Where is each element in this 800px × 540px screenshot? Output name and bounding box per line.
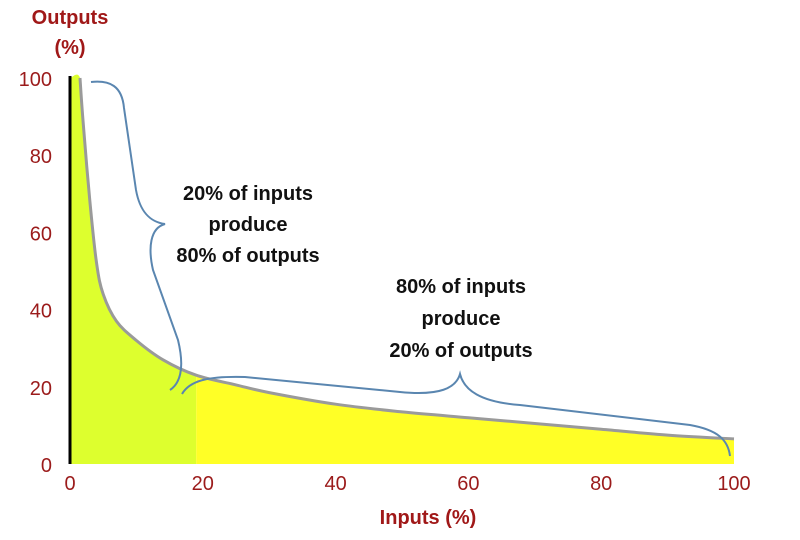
y-tick-label: 80 bbox=[30, 146, 52, 168]
x-tick-label: 100 bbox=[717, 473, 750, 495]
annotation-line: 80% of outputs bbox=[176, 245, 319, 267]
y-tick-label: 100 bbox=[19, 69, 52, 91]
x-tick-label: 80 bbox=[590, 473, 612, 495]
area-fill-group bbox=[70, 74, 734, 464]
x-tick-labels: 0 20 40 60 80 100 bbox=[64, 473, 750, 495]
brace-remaining-80-percent bbox=[181, 370, 731, 457]
brace-first-20-percent bbox=[90, 80, 183, 391]
x-tick-label: 60 bbox=[457, 473, 479, 495]
annotation-line: 20% of inputs bbox=[183, 183, 313, 205]
x-tick-label: 40 bbox=[324, 473, 346, 495]
x-tick-label: 20 bbox=[192, 473, 214, 495]
pareto-curve-line bbox=[78, 77, 735, 441]
annotation-remaining-80-percent: 80% of inputs produce 20% of outputs bbox=[389, 276, 532, 362]
area-fill-first-20-percent bbox=[70, 74, 199, 464]
y-axis-title-line-2: (%) bbox=[54, 37, 85, 59]
y-tick-label: 20 bbox=[30, 378, 52, 400]
annotation-line: produce bbox=[209, 214, 288, 236]
y-tick-labels: 0 20 40 60 80 100 bbox=[19, 69, 52, 477]
y-axis-title-line-1: Outputs bbox=[32, 7, 109, 29]
annotation-line: 80% of inputs bbox=[396, 276, 526, 298]
x-tick-label: 0 bbox=[64, 473, 75, 495]
x-axis-title: Inputs (%) bbox=[380, 507, 477, 529]
annotation-line: produce bbox=[422, 308, 501, 330]
y-tick-label: 0 bbox=[41, 455, 52, 477]
area-fill-remaining-80-percent bbox=[196, 375, 734, 464]
annotation-line: 20% of outputs bbox=[389, 340, 532, 362]
y-tick-label: 40 bbox=[30, 301, 52, 323]
annotation-first-20-percent: 20% of inputs produce 80% of outputs bbox=[176, 183, 319, 267]
y-tick-label: 60 bbox=[30, 223, 52, 245]
